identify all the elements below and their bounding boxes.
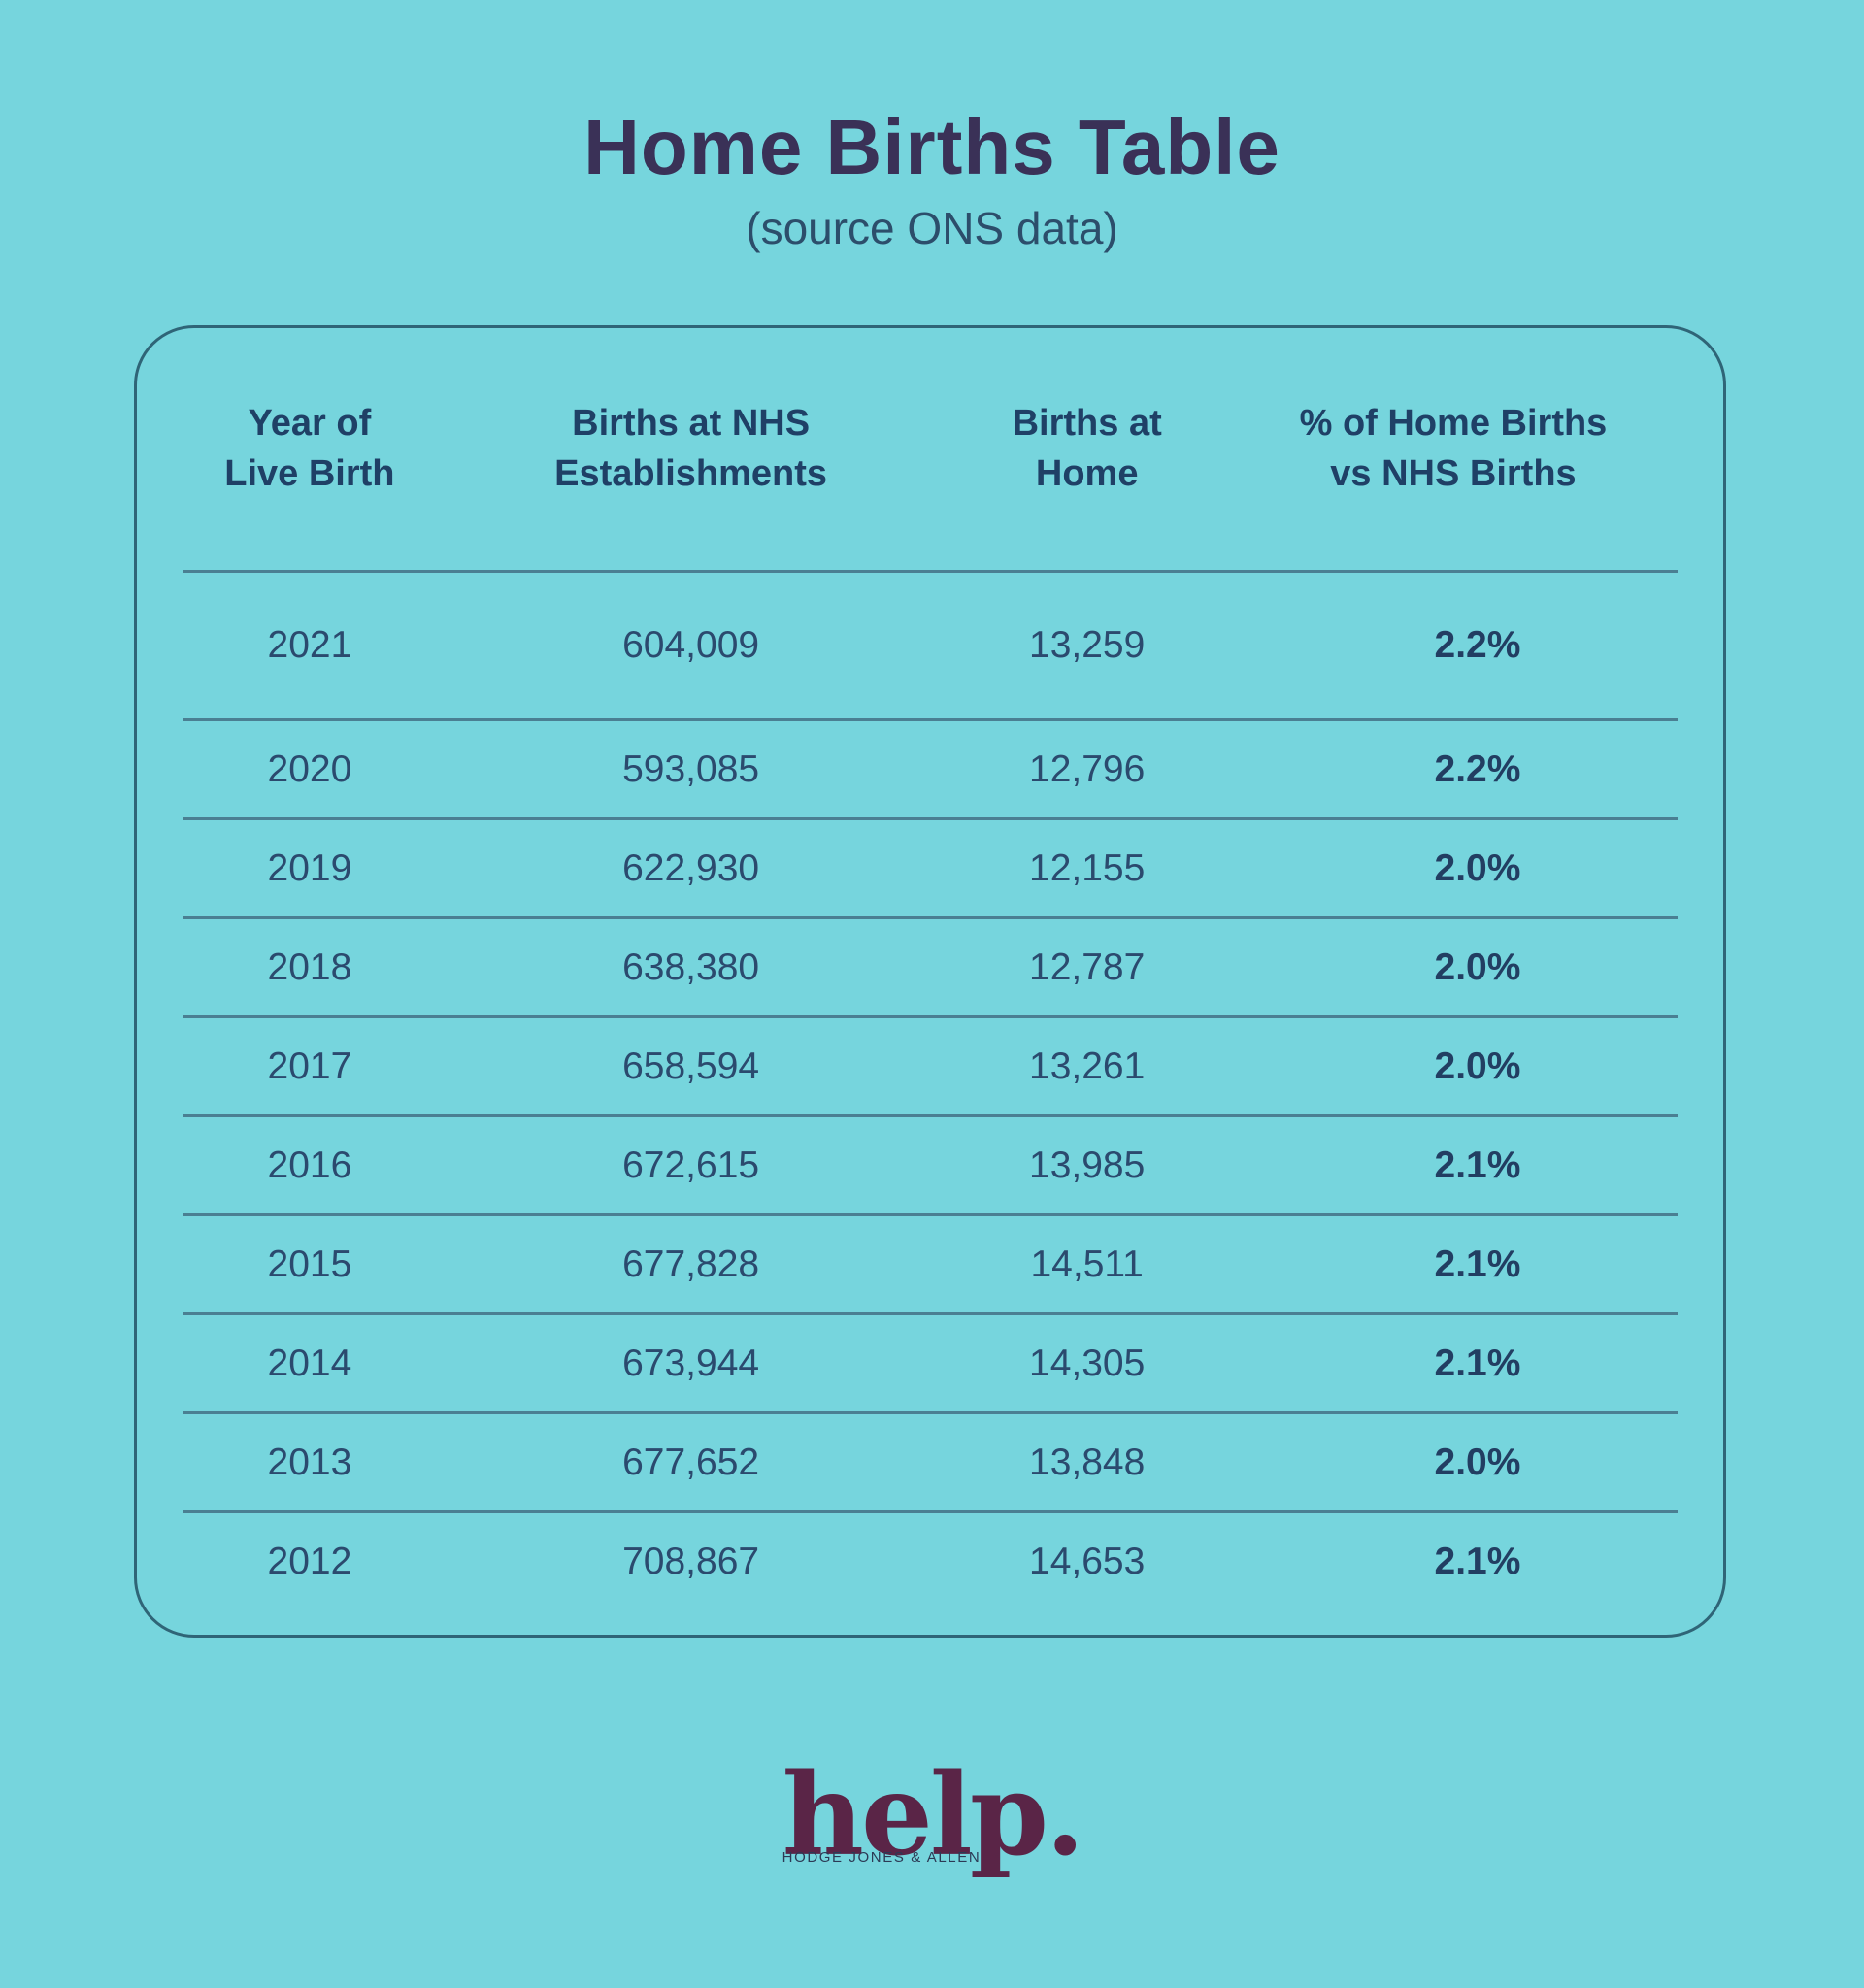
logo-wordmark: help. <box>782 1749 1085 1882</box>
table-row: 2017 658,594 13,261 2.0% <box>183 1015 1678 1114</box>
cell-home-births: 12,155 <box>1029 846 1146 889</box>
cell-percent: 2.1% <box>1434 1143 1521 1186</box>
table-row: 2013 677,652 13,848 2.0% <box>183 1411 1678 1510</box>
cell-year: 2013 <box>267 1441 352 1483</box>
table-row: 2018 638,380 12,787 2.0% <box>183 916 1678 1015</box>
table-row: 2021 604,009 13,259 2.2% <box>183 570 1678 718</box>
table-row: 2014 673,944 14,305 2.1% <box>183 1312 1678 1411</box>
cell-nhs-births: 677,828 <box>622 1242 760 1285</box>
table-row: 2012 708,867 14,653 2.1% <box>183 1510 1678 1609</box>
cell-nhs-births: 593,085 <box>622 747 760 790</box>
cell-nhs-births: 658,594 <box>622 1044 760 1087</box>
column-header-year: Year of Live Birth <box>224 403 395 494</box>
cell-percent: 2.0% <box>1434 846 1521 889</box>
page-title: Home Births Table <box>583 104 1281 190</box>
table-row: 2020 593,085 12,796 2.2% <box>183 718 1678 817</box>
cell-year: 2012 <box>267 1540 352 1582</box>
cell-percent: 2.2% <box>1434 624 1521 667</box>
table-row: 2016 672,615 13,985 2.1% <box>183 1114 1678 1213</box>
cell-percent: 2.0% <box>1434 1441 1521 1483</box>
cell-year: 2019 <box>267 846 352 889</box>
cell-nhs-births: 708,867 <box>622 1540 760 1582</box>
cell-nhs-births: 673,944 <box>622 1342 760 1384</box>
cell-home-births: 14,305 <box>1029 1342 1146 1384</box>
cell-year: 2015 <box>267 1242 352 1285</box>
cell-year: 2021 <box>267 624 352 667</box>
logo-tagline: HODGE JONES & ALLEN <box>782 1849 982 1867</box>
cell-nhs-births: 638,380 <box>622 945 760 988</box>
cell-home-births: 13,261 <box>1029 1044 1146 1087</box>
column-header-nhs-births: Births at NHS Establishments <box>554 403 828 494</box>
table-row: 2015 677,828 14,511 2.1% <box>183 1213 1678 1312</box>
column-header-home-births: Births at Home <box>1012 403 1162 494</box>
cell-nhs-births: 672,615 <box>622 1143 760 1186</box>
cell-nhs-births: 604,009 <box>622 624 760 667</box>
cell-year: 2016 <box>267 1143 352 1186</box>
brand-logo: help. HODGE JONES & ALLEN <box>0 1749 1864 1882</box>
cell-nhs-births: 677,652 <box>622 1441 760 1483</box>
cell-percent: 2.1% <box>1434 1540 1521 1582</box>
cell-year: 2014 <box>267 1342 352 1384</box>
cell-percent: 2.0% <box>1434 1044 1521 1087</box>
cell-home-births: 12,787 <box>1029 945 1146 988</box>
cell-year: 2020 <box>267 747 352 790</box>
cell-home-births: 13,848 <box>1029 1441 1146 1483</box>
cell-home-births: 14,511 <box>1030 1242 1144 1285</box>
cell-home-births: 14,653 <box>1029 1540 1146 1582</box>
cell-percent: 2.2% <box>1434 747 1521 790</box>
page-subtitle: (source ONS data) <box>746 203 1118 253</box>
table-card: Year of Live Birth Births at NHS Establi… <box>134 325 1726 1639</box>
column-header-percent: % of Home Births vs NHS Births <box>1299 403 1608 494</box>
table-row: 2019 622,930 12,155 2.0% <box>183 817 1678 916</box>
table-body: 2021 604,009 13,259 2.2% 2020 593,085 12… <box>183 570 1678 1609</box>
cell-percent: 2.0% <box>1434 945 1521 988</box>
cell-year: 2017 <box>267 1044 352 1087</box>
cell-year: 2018 <box>267 945 352 988</box>
cell-home-births: 13,985 <box>1029 1143 1146 1186</box>
cell-percent: 2.1% <box>1434 1242 1521 1285</box>
cell-percent: 2.1% <box>1434 1342 1521 1384</box>
table-header-row: Year of Live Birth Births at NHS Establi… <box>183 328 1678 570</box>
cell-nhs-births: 622,930 <box>622 846 760 889</box>
cell-home-births: 13,259 <box>1029 624 1146 667</box>
cell-home-births: 12,796 <box>1029 747 1146 790</box>
brand-logo-inner: help. HODGE JONES & ALLEN <box>782 1749 1085 1882</box>
